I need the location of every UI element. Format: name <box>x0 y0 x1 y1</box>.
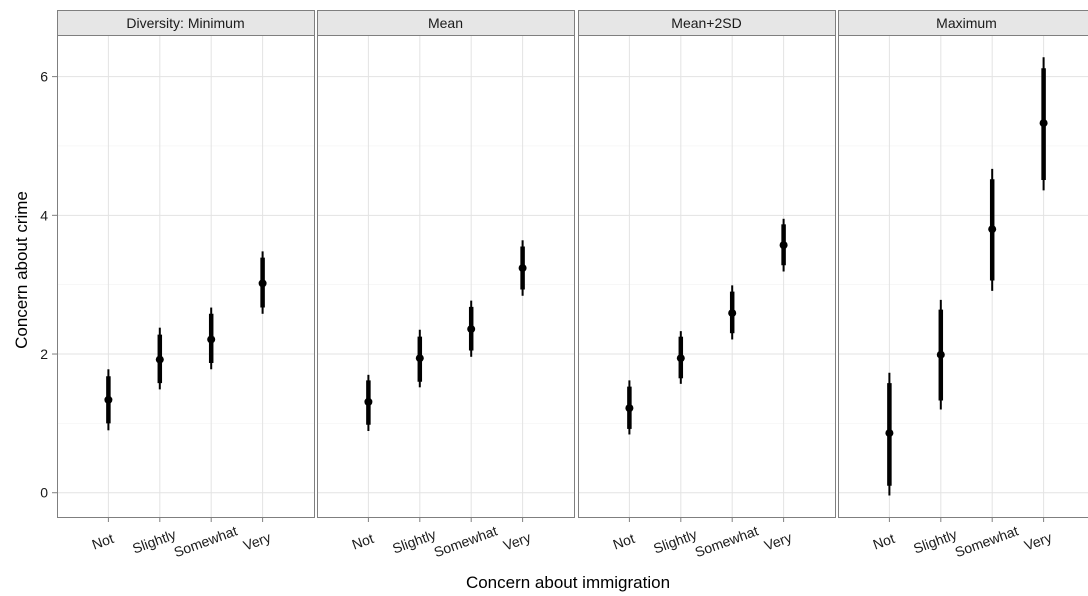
x-tick-label: Slightly <box>130 526 178 556</box>
x-tick-label: Somewhat <box>693 522 761 560</box>
data-point <box>415 354 424 363</box>
facet-strip <box>838 10 1088 36</box>
panel-border <box>317 35 575 518</box>
x-tick-label: Slightly <box>911 526 959 556</box>
data-point <box>104 395 113 404</box>
data-point <box>779 241 788 250</box>
facet-strip-label: Diversity: Minimum <box>126 15 244 31</box>
facet-strip <box>57 10 315 36</box>
x-tick-label: Somewhat <box>953 522 1021 560</box>
x-tick-label: Not <box>611 530 637 553</box>
series-marks <box>104 251 267 431</box>
panel-border <box>578 35 836 518</box>
series-marks <box>364 240 527 432</box>
data-point <box>676 354 685 363</box>
x-tick-label: Very <box>1022 529 1054 554</box>
data-point <box>625 404 634 413</box>
data-point <box>936 350 945 359</box>
x-tick-label: Somewhat <box>172 522 240 560</box>
panel-border <box>838 35 1088 518</box>
y-axis-title: Concern about crime <box>12 191 31 349</box>
x-tick-label: Slightly <box>390 526 438 556</box>
x-tick-label: Somewhat <box>432 522 500 560</box>
data-point <box>1039 119 1048 128</box>
gridlines <box>578 35 835 517</box>
panel-background <box>57 35 315 518</box>
y-tick-label: 4 <box>40 207 48 223</box>
y-tick-label: 0 <box>40 485 48 501</box>
panel-background <box>838 35 1088 518</box>
panel-background <box>317 35 575 518</box>
facet-strip <box>317 10 575 36</box>
data-point <box>258 279 267 288</box>
series-marks <box>625 218 788 435</box>
x-tick-label: Very <box>241 529 273 554</box>
data-point <box>364 397 373 406</box>
data-point <box>155 355 164 364</box>
data-point <box>988 225 997 234</box>
facet-strip-label: Mean+2SD <box>671 15 741 31</box>
x-tick-label: Not <box>350 530 376 553</box>
x-tick-label: Slightly <box>651 526 699 556</box>
y-tick-label: 2 <box>40 346 48 362</box>
y-axis: 0 2 4 6 <box>40 69 57 501</box>
facet-strip-label: Mean <box>428 15 463 31</box>
gridlines <box>317 35 574 517</box>
data-point <box>728 309 737 318</box>
y-tick-label: 6 <box>40 69 48 85</box>
facet-strip-label: Maximum <box>936 15 997 31</box>
x-tick-label: Very <box>501 529 533 554</box>
x-axis-title: Concern about immigration <box>466 573 670 592</box>
x-tick-label: Not <box>871 530 897 553</box>
data-point <box>885 429 894 438</box>
x-tick-label: Not <box>90 530 116 553</box>
panel-background <box>578 35 836 518</box>
x-tick-label: Very <box>762 529 794 554</box>
data-point <box>207 335 216 344</box>
data-point <box>518 264 527 273</box>
panel-border <box>57 35 315 518</box>
data-point <box>467 325 476 334</box>
series-marks <box>885 57 1048 496</box>
facet-strip <box>578 10 836 36</box>
